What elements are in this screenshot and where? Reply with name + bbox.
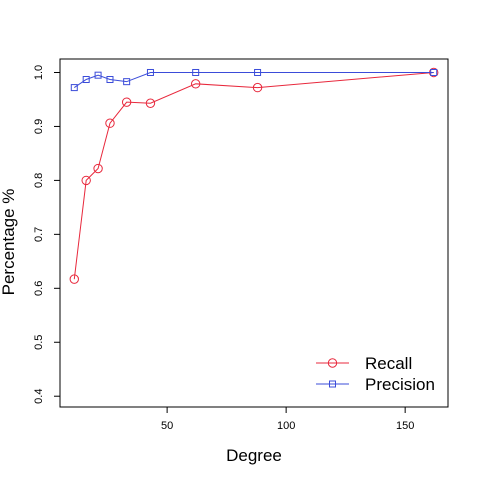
legend-marker-recall (327, 358, 338, 368)
point-precision (146, 68, 154, 76)
y-axis-title: Percentage % (0, 189, 18, 296)
legend-label-recall: Recall (365, 354, 412, 373)
legend-marker-precision (329, 380, 336, 388)
point-recall (93, 163, 103, 174)
point-precision (254, 68, 262, 76)
point-recall (69, 274, 79, 284)
point-precision (94, 71, 102, 79)
legend: Recall Precision (316, 354, 435, 394)
point-precision (123, 78, 131, 86)
point-recall (81, 175, 91, 186)
y-tick-label: 0.7 (33, 227, 45, 242)
point-precision (70, 84, 78, 92)
point-recall (145, 98, 156, 108)
series-line-recall (73, 71, 434, 280)
point-recall (190, 79, 201, 89)
point-precision (106, 76, 114, 84)
y-tick-label: 0.5 (33, 335, 45, 350)
series-layer (69, 67, 439, 284)
y-tick-label: 0.6 (33, 281, 45, 296)
y-tick-label: 0.8 (33, 173, 45, 188)
y-tick-label: 0.9 (33, 119, 45, 134)
point-recall (105, 118, 115, 128)
point-recall (252, 82, 263, 93)
series-line-precision (74, 71, 434, 89)
point-precision (430, 68, 438, 76)
x-axis: 50 100 150 (161, 407, 414, 432)
x-tick-label: 150 (396, 420, 414, 432)
point-recall (121, 97, 132, 107)
point-precision (192, 68, 200, 76)
x-tick-label: 50 (161, 420, 173, 432)
y-tick-label: 1.0 (33, 65, 45, 80)
x-tick-label: 100 (277, 420, 295, 432)
x-axis-title: Degree (226, 446, 282, 465)
y-tick-label: 0.4 (33, 389, 45, 404)
y-axis: 0.4 0.5 0.6 0.7 0.8 0.9 1.0 (33, 65, 60, 404)
legend-label-precision: Precision (365, 375, 435, 394)
point-precision (82, 76, 90, 84)
plot-frame (59, 58, 449, 408)
